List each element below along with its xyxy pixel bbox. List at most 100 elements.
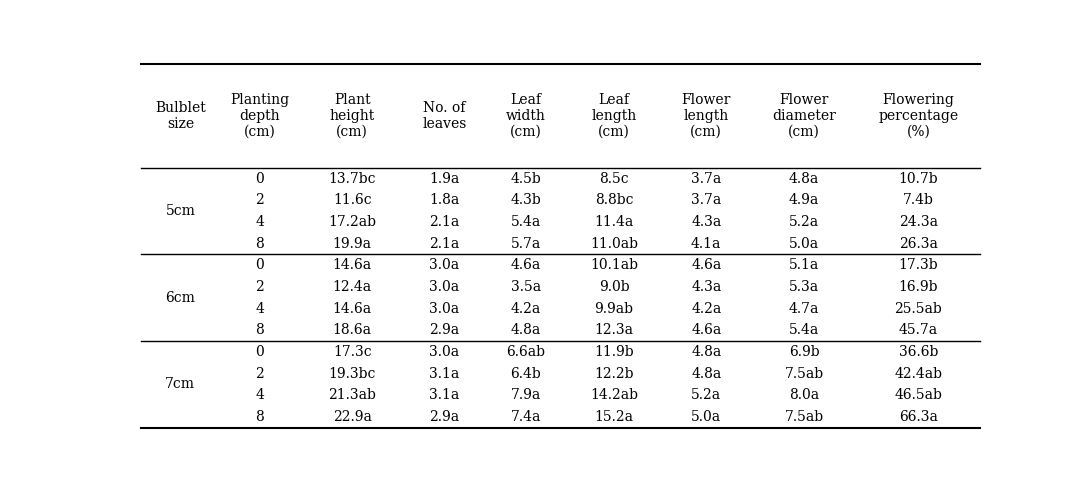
Text: 12.4a: 12.4a bbox=[333, 280, 372, 294]
Text: 66.3a: 66.3a bbox=[899, 410, 938, 424]
Text: 26.3a: 26.3a bbox=[899, 237, 938, 251]
Text: 42.4ab: 42.4ab bbox=[895, 367, 943, 381]
Text: 5.4a: 5.4a bbox=[511, 215, 541, 229]
Text: 46.5ab: 46.5ab bbox=[895, 388, 943, 402]
Text: 3.5a: 3.5a bbox=[511, 280, 541, 294]
Text: 3.7a: 3.7a bbox=[691, 193, 721, 207]
Text: 16.9b: 16.9b bbox=[899, 280, 938, 294]
Text: 3.0a: 3.0a bbox=[430, 258, 459, 272]
Text: 17.3b: 17.3b bbox=[899, 258, 938, 272]
Text: 4.8a: 4.8a bbox=[789, 171, 819, 186]
Text: 4.3b: 4.3b bbox=[511, 193, 541, 207]
Text: 12.2b: 12.2b bbox=[595, 367, 634, 381]
Text: 11.6c: 11.6c bbox=[333, 193, 371, 207]
Text: Leaf
length
(cm): Leaf length (cm) bbox=[591, 93, 637, 139]
Text: No. of
leaves: No. of leaves bbox=[422, 101, 467, 131]
Text: 3.7a: 3.7a bbox=[691, 171, 721, 186]
Text: Plant
height
(cm): Plant height (cm) bbox=[329, 93, 375, 139]
Text: 15.2a: 15.2a bbox=[595, 410, 634, 424]
Text: 13.7bc: 13.7bc bbox=[328, 171, 376, 186]
Text: 7.4b: 7.4b bbox=[903, 193, 934, 207]
Text: 21.3ab: 21.3ab bbox=[328, 388, 376, 402]
Text: 14.6a: 14.6a bbox=[333, 258, 372, 272]
Text: 25.5ab: 25.5ab bbox=[895, 301, 943, 316]
Text: 4.1a: 4.1a bbox=[691, 237, 721, 251]
Text: 5.0a: 5.0a bbox=[692, 410, 721, 424]
Text: 9.9ab: 9.9ab bbox=[595, 301, 634, 316]
Text: 7cm: 7cm bbox=[166, 377, 195, 392]
Text: 36.6b: 36.6b bbox=[899, 345, 938, 359]
Text: 4.3a: 4.3a bbox=[691, 280, 721, 294]
Text: 8: 8 bbox=[255, 410, 264, 424]
Text: 5.1a: 5.1a bbox=[789, 258, 819, 272]
Text: 4.6a: 4.6a bbox=[511, 258, 541, 272]
Text: 1.9a: 1.9a bbox=[429, 171, 459, 186]
Text: 6.6ab: 6.6ab bbox=[506, 345, 546, 359]
Text: 8: 8 bbox=[255, 237, 264, 251]
Text: 14.2ab: 14.2ab bbox=[590, 388, 638, 402]
Text: 10.1ab: 10.1ab bbox=[590, 258, 638, 272]
Text: 5.0a: 5.0a bbox=[789, 237, 819, 251]
Text: 5.2a: 5.2a bbox=[789, 215, 819, 229]
Text: 18.6a: 18.6a bbox=[333, 323, 372, 337]
Text: 14.6a: 14.6a bbox=[333, 301, 372, 316]
Text: Planting
depth
(cm): Planting depth (cm) bbox=[230, 93, 289, 139]
Text: 11.9b: 11.9b bbox=[595, 345, 634, 359]
Text: 4.8a: 4.8a bbox=[511, 323, 541, 337]
Text: Flower
diameter
(cm): Flower diameter (cm) bbox=[772, 93, 836, 139]
Text: 3.0a: 3.0a bbox=[430, 345, 459, 359]
Text: 8: 8 bbox=[255, 323, 264, 337]
Text: 2.1a: 2.1a bbox=[429, 215, 459, 229]
Text: 5cm: 5cm bbox=[166, 204, 195, 218]
Text: 22.9a: 22.9a bbox=[333, 410, 372, 424]
Text: 5.4a: 5.4a bbox=[789, 323, 819, 337]
Text: 8.5c: 8.5c bbox=[599, 171, 628, 186]
Text: 4.2a: 4.2a bbox=[691, 301, 721, 316]
Text: 4.6a: 4.6a bbox=[691, 258, 721, 272]
Text: 19.9a: 19.9a bbox=[333, 237, 372, 251]
Text: 2: 2 bbox=[255, 193, 264, 207]
Text: 11.4a: 11.4a bbox=[595, 215, 634, 229]
Text: 7.5ab: 7.5ab bbox=[784, 410, 824, 424]
Text: 6.4b: 6.4b bbox=[511, 367, 541, 381]
Text: 2.9a: 2.9a bbox=[430, 323, 459, 337]
Text: 17.2ab: 17.2ab bbox=[328, 215, 376, 229]
Text: 45.7a: 45.7a bbox=[899, 323, 938, 337]
Text: 2: 2 bbox=[255, 367, 264, 381]
Text: 0: 0 bbox=[255, 258, 264, 272]
Text: 8.0a: 8.0a bbox=[789, 388, 819, 402]
Text: 8.8bc: 8.8bc bbox=[595, 193, 633, 207]
Text: 10.7b: 10.7b bbox=[899, 171, 938, 186]
Text: 4.8a: 4.8a bbox=[691, 367, 721, 381]
Text: 4.3a: 4.3a bbox=[691, 215, 721, 229]
Text: 7.5ab: 7.5ab bbox=[784, 367, 824, 381]
Text: 6cm: 6cm bbox=[166, 291, 195, 305]
Text: 5.2a: 5.2a bbox=[692, 388, 721, 402]
Text: 24.3a: 24.3a bbox=[899, 215, 938, 229]
Text: 2: 2 bbox=[255, 280, 264, 294]
Text: 4: 4 bbox=[255, 215, 264, 229]
Text: 4.8a: 4.8a bbox=[691, 345, 721, 359]
Text: 5.3a: 5.3a bbox=[789, 280, 819, 294]
Text: 1.8a: 1.8a bbox=[429, 193, 459, 207]
Text: 3.0a: 3.0a bbox=[430, 301, 459, 316]
Text: 3.0a: 3.0a bbox=[430, 280, 459, 294]
Text: 3.1a: 3.1a bbox=[429, 367, 459, 381]
Text: 11.0ab: 11.0ab bbox=[590, 237, 638, 251]
Text: 19.3bc: 19.3bc bbox=[328, 367, 375, 381]
Text: 7.9a: 7.9a bbox=[511, 388, 541, 402]
Text: 3.1a: 3.1a bbox=[429, 388, 459, 402]
Text: 4.9a: 4.9a bbox=[789, 193, 819, 207]
Text: 17.3c: 17.3c bbox=[333, 345, 371, 359]
Text: 12.3a: 12.3a bbox=[595, 323, 634, 337]
Text: Leaf
width
(cm): Leaf width (cm) bbox=[505, 93, 546, 139]
Text: 4: 4 bbox=[255, 388, 264, 402]
Text: 5.7a: 5.7a bbox=[511, 237, 541, 251]
Text: 0: 0 bbox=[255, 345, 264, 359]
Text: Bulblet
size: Bulblet size bbox=[155, 101, 206, 131]
Text: 4: 4 bbox=[255, 301, 264, 316]
Text: 2.9a: 2.9a bbox=[430, 410, 459, 424]
Text: 4.6a: 4.6a bbox=[691, 323, 721, 337]
Text: Flowering
percentage
(%): Flowering percentage (%) bbox=[878, 93, 958, 139]
Text: 4.5b: 4.5b bbox=[511, 171, 541, 186]
